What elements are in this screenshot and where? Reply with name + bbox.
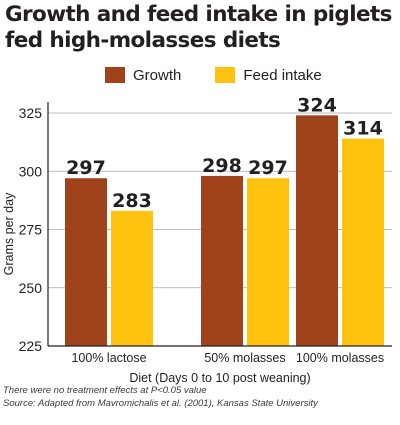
data-label: 297 [66,157,106,179]
data-label: 297 [248,157,288,179]
legend-item-feed-intake: Feed intake [215,66,322,84]
footnote-source: Source: Adapted from Mavromichalis et al… [3,398,318,409]
legend-swatch-feed-intake [215,67,236,83]
x-axis-title: Diet (Days 0 to 10 post weaning) [129,371,310,385]
bar-growth [296,115,338,346]
data-label: 283 [112,190,152,212]
y-tick-label: 275 [19,222,43,238]
y-tick-label: 325 [19,105,43,121]
x-tick-label: 50% molasses [204,351,285,365]
x-tick-label: 100% lactose [71,351,146,365]
bar-growth [201,175,243,346]
data-label: 324 [297,94,337,116]
y-tick-label: 225 [19,338,43,354]
x-tick-label: 100% molasses [296,351,384,365]
legend-item-growth: Growth [105,67,181,84]
bar-feed-intake [342,138,384,346]
legend-label-growth: Growth [133,66,182,84]
bar-feed-intake [111,210,153,346]
chart-legend: Growth Feed intake [105,64,356,86]
y-axis-title: Grams per day [2,192,16,275]
chart-title: Growth and feed intake in piglets fed hi… [5,2,392,53]
legend-label-feed-intake: Feed intake [243,66,322,84]
data-label: 314 [343,118,383,140]
data-label: 298 [202,155,242,177]
y-tick-label: 300 [19,163,43,179]
y-tick-label: 250 [19,280,43,296]
legend-swatch-growth [105,67,125,83]
bar-growth [65,178,107,346]
footnote-note: There were no treatment effects at P<0.0… [3,385,207,396]
bar-feed-intake [247,178,289,346]
